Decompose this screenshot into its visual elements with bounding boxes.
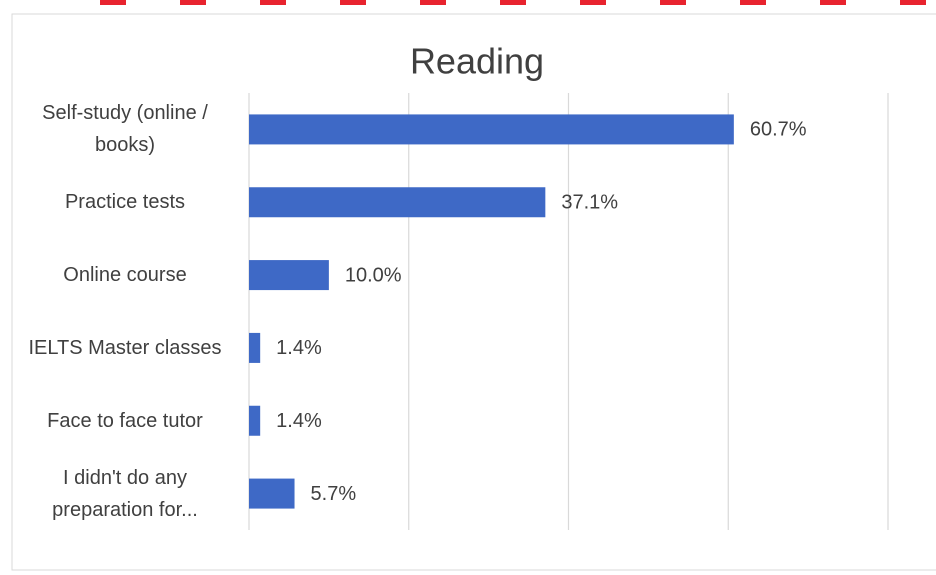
data-label: 60.7% [750, 119, 807, 141]
y-tick-label: IELTS Master classes [28, 336, 222, 359]
y-tick-label: Practice tests [64, 191, 186, 214]
data-label: 1.4% [276, 337, 322, 359]
data-label: 37.1% [561, 192, 618, 214]
y-tick-label: I didn't do any preparation for... [52, 466, 198, 521]
bar [249, 405, 261, 436]
data-label: 10.0% [345, 264, 402, 286]
category-label-box: Face to face tutor [47, 409, 203, 432]
data-label: 1.4% [276, 410, 322, 432]
y-tick-label: Face to face tutor [47, 409, 203, 432]
chart-title: Reading [410, 41, 544, 82]
bar [249, 114, 734, 145]
y-tick-label: Online course [63, 264, 187, 287]
category-label-box: I didn't do any preparation for... [52, 466, 198, 521]
category-label-box: Practice tests [64, 191, 186, 214]
bar [249, 332, 261, 363]
category-label-box: IELTS Master classes [28, 336, 222, 359]
data-label: 5.7% [311, 483, 357, 505]
bar [249, 187, 546, 218]
bar [249, 260, 329, 291]
chart-border [11, 13, 936, 571]
y-tick-label: Self-study (online / books) [42, 102, 208, 157]
category-label-box: Online course [63, 264, 187, 287]
bar [249, 478, 295, 509]
category-label-box: Self-study (online / books) [42, 102, 208, 157]
